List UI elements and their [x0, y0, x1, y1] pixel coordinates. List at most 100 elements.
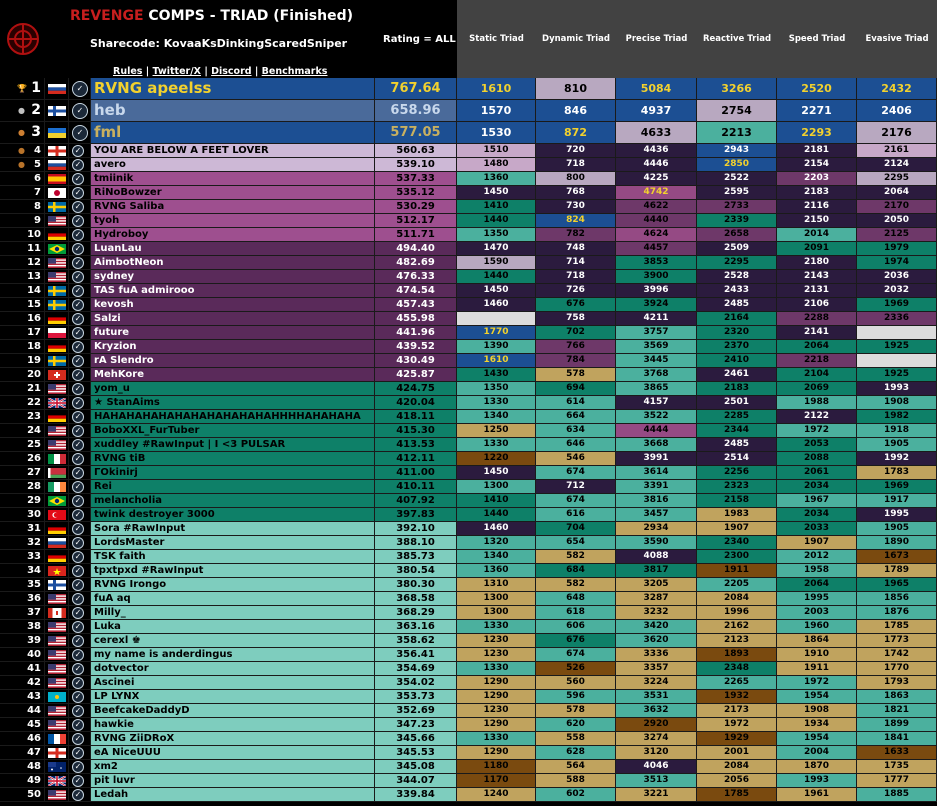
score-cell: 2161 [857, 144, 937, 158]
steam-profile-icon[interactable]: ✓ [72, 537, 84, 549]
steam-profile-icon[interactable]: ✓ [72, 145, 84, 157]
rank-cell: 29 [0, 494, 45, 508]
steam-profile-icon[interactable]: ✓ [72, 579, 84, 591]
steam-profile-icon[interactable]: ✓ [72, 495, 84, 507]
steam-profile-icon[interactable]: ✓ [72, 369, 84, 381]
score-cell: 2170 [857, 200, 937, 214]
steam-profile-icon[interactable]: ✓ [72, 243, 84, 255]
steam-profile-icon[interactable]: ✓ [72, 467, 84, 479]
steam-profile-icon[interactable]: ✓ [72, 649, 84, 661]
steam-profile-icon[interactable]: ✓ [72, 187, 84, 199]
score-cell: 1905 [857, 438, 937, 452]
rank-cell: 12 [0, 256, 45, 270]
score-cell: 1841 [857, 732, 937, 746]
score-cell: 1969 [857, 298, 937, 312]
score-cell: 1965 [857, 578, 937, 592]
rank-number: 18 [27, 341, 41, 352]
steam-profile-icon[interactable]: ✓ [72, 81, 88, 97]
score-cell: 1460 [457, 298, 536, 312]
player-name: BoboXXL_FurTuber [91, 424, 375, 438]
steam-cell: ✓ [69, 662, 91, 676]
steam-profile-icon[interactable]: ✓ [72, 257, 84, 269]
discord-link[interactable]: Discord [211, 66, 252, 77]
steam-profile-icon[interactable]: ✓ [72, 439, 84, 451]
steam-cell: ✓ [69, 704, 91, 718]
flag-pl-icon [48, 328, 66, 338]
steam-profile-icon[interactable]: ✓ [72, 621, 84, 633]
flag-cell [45, 774, 69, 788]
rules-link[interactable]: Rules [113, 66, 143, 77]
table-row: 16 ✓ Salzi 455.98 758 4211 2164 2288 2336 [0, 312, 937, 326]
player-rating: 368.29 [375, 606, 457, 620]
steam-cell: ✓ [69, 396, 91, 410]
player-rating: 474.54 [375, 284, 457, 298]
steam-profile-icon[interactable]: ✓ [72, 789, 84, 801]
score-cell: 2320 [697, 326, 777, 340]
score-cell: 1910 [777, 648, 857, 662]
steam-profile-icon[interactable]: ✓ [72, 229, 84, 241]
score-cell: 676 [536, 634, 616, 648]
steam-profile-icon[interactable]: ✓ [72, 775, 84, 787]
score-cell: 2501 [697, 396, 777, 410]
score-cell: 2032 [857, 284, 937, 298]
twitter-link[interactable]: Twitter/X [152, 66, 202, 77]
player-name: hawkie [91, 718, 375, 732]
steam-profile-icon[interactable]: ✓ [72, 285, 84, 297]
benchmarks-link[interactable]: Benchmarks [261, 66, 328, 77]
steam-profile-icon[interactable]: ✓ [72, 383, 84, 395]
steam-profile-icon[interactable]: ✓ [72, 747, 84, 759]
steam-profile-icon[interactable]: ✓ [72, 397, 84, 409]
steam-profile-icon[interactable]: ✓ [72, 125, 88, 141]
steam-profile-icon[interactable]: ✓ [72, 663, 84, 675]
player-name: ΓOkinirj [91, 466, 375, 480]
steam-profile-icon[interactable]: ✓ [72, 355, 84, 367]
steam-profile-icon[interactable]: ✓ [72, 425, 84, 437]
player-name: twink destroyer 3000 [91, 508, 375, 522]
steam-profile-icon[interactable]: ✓ [72, 173, 84, 185]
steam-profile-icon[interactable]: ✓ [72, 677, 84, 689]
flag-tr-icon [48, 510, 66, 520]
steam-profile-icon[interactable]: ✓ [72, 565, 84, 577]
player-rating: 412.11 [375, 452, 457, 466]
steam-profile-icon[interactable]: ✓ [72, 509, 84, 521]
medal-icon: ● [18, 128, 25, 137]
steam-profile-icon[interactable]: ✓ [72, 103, 88, 119]
steam-profile-icon[interactable]: ✓ [72, 523, 84, 535]
steam-profile-icon[interactable]: ✓ [72, 201, 84, 213]
score-cell: 1969 [857, 480, 937, 494]
steam-profile-icon[interactable]: ✓ [72, 607, 84, 619]
steam-profile-icon[interactable]: ✓ [72, 159, 84, 171]
score-cell: 3924 [616, 298, 697, 312]
steam-profile-icon[interactable]: ✓ [72, 453, 84, 465]
steam-profile-icon[interactable]: ✓ [72, 327, 84, 339]
score-cell: 2733 [697, 200, 777, 214]
score-cell: 2064 [857, 186, 937, 200]
steam-profile-icon[interactable]: ✓ [72, 635, 84, 647]
score-cell: 1864 [777, 634, 857, 648]
score-cell: 800 [536, 172, 616, 186]
steam-profile-icon[interactable]: ✓ [72, 733, 84, 745]
rank-cell: 34 [0, 564, 45, 578]
steam-profile-icon[interactable]: ✓ [72, 705, 84, 717]
flag-cell [45, 676, 69, 690]
flag-ch-icon [48, 370, 66, 380]
steam-profile-icon[interactable]: ✓ [72, 551, 84, 563]
steam-profile-icon[interactable]: ✓ [72, 691, 84, 703]
score-cell: 1360 [457, 564, 536, 578]
steam-profile-icon[interactable]: ✓ [72, 719, 84, 731]
steam-profile-icon[interactable]: ✓ [72, 271, 84, 283]
steam-profile-icon[interactable]: ✓ [72, 215, 84, 227]
score-cell: 1960 [777, 620, 857, 634]
steam-profile-icon[interactable]: ✓ [72, 481, 84, 493]
steam-profile-icon[interactable]: ✓ [72, 313, 84, 325]
steam-profile-icon[interactable]: ✓ [72, 299, 84, 311]
score-cell: 718 [536, 158, 616, 172]
rank-number: 23 [27, 411, 41, 422]
flag-ua-icon [48, 128, 66, 138]
steam-profile-icon[interactable]: ✓ [72, 761, 84, 773]
player-name: BeefcakeDaddyD [91, 704, 375, 718]
col-header-speed: Speed Triad [777, 0, 857, 78]
steam-profile-icon[interactable]: ✓ [72, 341, 84, 353]
steam-profile-icon[interactable]: ✓ [72, 411, 84, 423]
steam-profile-icon[interactable]: ✓ [72, 593, 84, 605]
